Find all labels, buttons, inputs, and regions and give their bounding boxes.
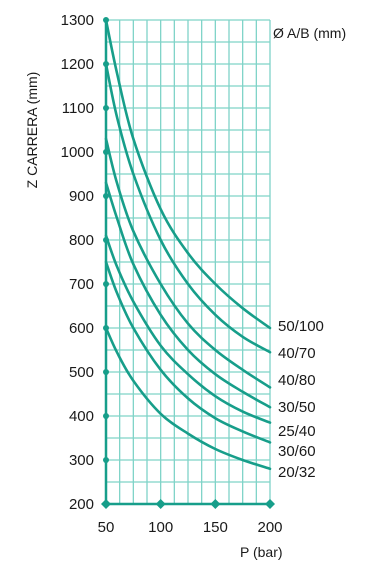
y-tick-marker	[103, 413, 109, 419]
legend-title: Ø A/B (mm)	[273, 25, 346, 41]
y-tick-label: 400	[69, 408, 94, 425]
x-tick-marker	[101, 499, 111, 509]
series-label-40-70: 40/70	[278, 345, 316, 362]
y-tick-marker	[103, 105, 109, 111]
y-tick-label: 1200	[61, 56, 94, 73]
y-tick-label: 900	[69, 188, 94, 205]
y-tick-label: 200	[69, 496, 94, 513]
series-line-30-60	[104, 260, 272, 444]
x-tick-marker	[155, 499, 166, 509]
series-label-20-32: 20/32	[278, 464, 316, 481]
y-tick-label: 700	[69, 276, 94, 293]
x-tick-marker	[265, 499, 275, 509]
series-label-30-60: 30/60	[278, 443, 316, 460]
y-axis-title: Z CARRERA (mm)	[24, 72, 40, 189]
x-tick-marker	[210, 499, 221, 509]
series-line-40-70	[104, 62, 272, 354]
x-tick-label: 100	[148, 519, 173, 536]
y-tick-marker	[103, 457, 109, 463]
y-tick-label: 1100	[62, 100, 94, 117]
series-line-30-50	[104, 181, 272, 409]
y-tick-marker	[103, 193, 109, 199]
y-tick-label: 800	[69, 232, 94, 249]
series-label-50-100: 50/100	[278, 318, 324, 335]
series-label-25-40: 25/40	[278, 423, 316, 440]
series-line-50-100	[104, 18, 272, 330]
x-tick-label: 150	[203, 519, 228, 536]
x-axis-title: P (bar)	[240, 544, 283, 560]
y-tick-label: 600	[69, 320, 94, 337]
series-labels: 50/100 40/70 40/80 30/50 25/40 30/60 20/32	[278, 318, 324, 481]
y-tick-label: 500	[69, 364, 94, 381]
x-tick-label: 50	[98, 519, 115, 536]
y-tick-marker	[103, 281, 109, 287]
curves	[104, 18, 272, 471]
y-tick-marker	[103, 369, 109, 375]
series-label-30-50: 30/50	[278, 399, 316, 416]
series-label-40-80: 40/80	[278, 372, 316, 389]
y-tick-label: 1300	[61, 12, 94, 29]
y-tick-label: 300	[69, 452, 94, 469]
y-tick-label: 1000	[61, 144, 94, 161]
x-tick-label: 200	[257, 519, 282, 536]
series-line-40-80	[104, 137, 272, 389]
series-line-25-40	[104, 234, 272, 424]
series-line-20-32	[104, 326, 272, 471]
tick-labels: 200 300 400 500 600 700 800 900 1000 1100 1200 1300…	[61, 12, 283, 536]
